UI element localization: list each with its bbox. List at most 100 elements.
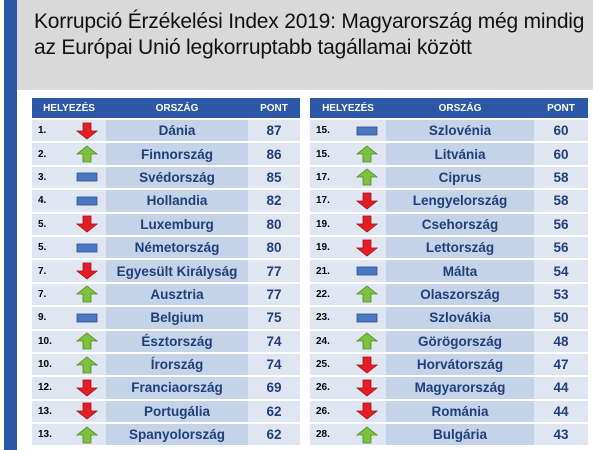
country-cell: Egyesült Királyság xyxy=(106,260,248,282)
score-cell: 80 xyxy=(248,236,300,259)
trend-cell xyxy=(68,166,106,189)
country-cell: Ciprus xyxy=(386,166,534,189)
country-cell: Írország xyxy=(106,353,248,376)
trend-cell xyxy=(348,120,386,142)
score-cell: 54 xyxy=(534,260,588,282)
trend-cell xyxy=(348,166,386,189)
arrow-down-icon xyxy=(356,215,378,233)
arrow-down-icon xyxy=(356,379,378,397)
table-row: 9. Belgium 75 xyxy=(32,307,300,329)
rank-cell: 19. xyxy=(310,213,348,235)
table-body-right: 15. Szlovénia 60 15. Litvánia 60 17. Ciprus 58 17… xyxy=(310,120,588,446)
score-cell: 69 xyxy=(248,377,300,399)
score-cell: 85 xyxy=(248,166,300,189)
rank-cell: 1. xyxy=(32,120,68,142)
rank-cell: 19. xyxy=(310,236,348,259)
country-cell: Litvánia xyxy=(386,143,534,165)
trend-cell xyxy=(348,400,386,423)
header-country: ORSZÁG xyxy=(106,98,248,118)
no-change-icon xyxy=(356,266,378,276)
rank-cell: 25. xyxy=(310,353,348,376)
table-header-row: HELYEZÉS ORSZÁG PONT xyxy=(310,98,588,118)
arrow-up-icon xyxy=(356,168,378,186)
no-change-icon xyxy=(76,243,98,253)
table-body-left: 1. Dánia 87 2. Finnország 86 3. Svédország 85 4. H… xyxy=(32,120,300,446)
trend-cell xyxy=(348,236,386,259)
score-cell: 77 xyxy=(248,283,300,306)
country-cell: Dánia xyxy=(106,120,248,142)
score-cell: 44 xyxy=(534,400,588,423)
country-cell: Málta xyxy=(386,260,534,282)
trend-cell xyxy=(348,143,386,165)
arrow-up-icon xyxy=(76,332,98,350)
rank-cell: 15. xyxy=(310,143,348,165)
score-cell: 86 xyxy=(248,143,300,165)
rank-cell: 5. xyxy=(32,236,68,259)
country-cell: Ausztria xyxy=(106,283,248,306)
trend-cell xyxy=(68,190,106,212)
header-rank: HELYEZÉS xyxy=(310,98,386,118)
score-cell: 60 xyxy=(534,120,588,142)
rank-cell: 2. xyxy=(32,143,68,165)
country-cell: Olaszország xyxy=(386,283,534,306)
score-cell: 53 xyxy=(534,283,588,306)
country-cell: Bulgária xyxy=(386,424,534,446)
trend-cell xyxy=(68,353,106,376)
arrow-up-icon xyxy=(76,145,98,163)
arrow-down-icon xyxy=(76,402,98,420)
rank-cell: 22. xyxy=(310,283,348,306)
ranking-table-left: HELYEZÉS ORSZÁG PONT 1. Dánia 87 2. Finnorsz… xyxy=(32,96,300,447)
score-cell: 82 xyxy=(248,190,300,212)
trend-cell xyxy=(68,330,106,352)
rank-cell: 28. xyxy=(310,424,348,446)
score-cell: 58 xyxy=(534,190,588,212)
score-cell: 62 xyxy=(248,424,300,446)
country-cell: Horvátország xyxy=(386,353,534,376)
rank-cell: 12. xyxy=(32,377,68,399)
country-cell: Hollandia xyxy=(106,190,248,212)
country-cell: Portugália xyxy=(106,400,248,423)
left-accent-stripe xyxy=(0,0,17,450)
score-cell: 87 xyxy=(248,120,300,142)
table-row: 22. Olaszország 53 xyxy=(310,283,588,306)
score-cell: 77 xyxy=(248,260,300,282)
no-change-icon xyxy=(76,196,98,206)
country-cell: Spanyolország xyxy=(106,424,248,446)
rank-cell: 10. xyxy=(32,353,68,376)
score-cell: 56 xyxy=(534,213,588,235)
trend-cell xyxy=(68,400,106,423)
country-cell: Észtország xyxy=(106,330,248,352)
score-cell: 44 xyxy=(534,377,588,399)
arrow-up-icon xyxy=(76,356,98,373)
rank-cell: 23. xyxy=(310,307,348,329)
table-row: 28. Bulgária 43 xyxy=(310,424,588,446)
trend-cell xyxy=(68,307,106,329)
table-row: 7. Ausztria 77 xyxy=(32,283,300,306)
arrow-down-icon xyxy=(356,192,378,210)
trend-cell xyxy=(348,213,386,235)
rank-cell: 10. xyxy=(32,330,68,352)
header-country: ORSZÁG xyxy=(386,98,534,118)
table-row: 5. Luxemburg 80 xyxy=(32,213,300,235)
table-row: 19. Lettország 56 xyxy=(310,236,588,259)
trend-cell xyxy=(68,283,106,306)
trend-cell xyxy=(68,236,106,259)
trend-cell xyxy=(68,213,106,235)
country-cell: Görögország xyxy=(386,330,534,352)
country-cell: Franciaország xyxy=(106,377,248,399)
score-cell: 56 xyxy=(534,236,588,259)
trend-cell xyxy=(348,283,386,306)
arrow-up-icon xyxy=(356,285,378,303)
trend-cell xyxy=(348,377,386,399)
arrow-down-icon xyxy=(356,356,378,374)
table-row: 12. Franciaország 69 xyxy=(32,377,300,399)
trend-cell xyxy=(68,424,106,446)
table-row: 26. Románia 44 xyxy=(310,400,588,423)
left-accent-edge xyxy=(0,0,4,450)
rank-cell: 4. xyxy=(32,190,68,212)
rank-cell: 26. xyxy=(310,400,348,423)
country-cell: Szlovákia xyxy=(386,307,534,329)
table-header-row: HELYEZÉS ORSZÁG PONT xyxy=(32,98,300,118)
table-row: 5. Németország 80 xyxy=(32,236,300,259)
rank-cell: 13. xyxy=(32,424,68,446)
